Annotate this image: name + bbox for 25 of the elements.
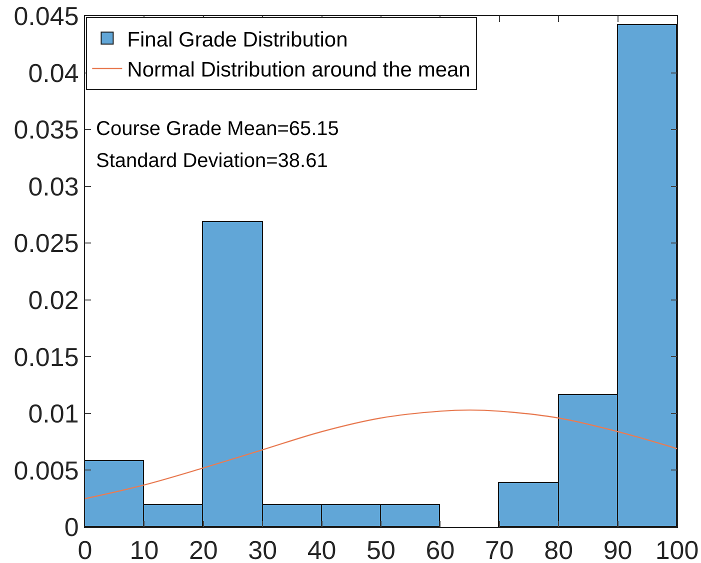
y-tick-label: 0.005 xyxy=(14,455,79,486)
annotation: Standard Deviation=38.61 xyxy=(96,150,328,172)
x-tick-label: 50 xyxy=(366,535,396,563)
x-tick-label: 60 xyxy=(426,535,455,563)
y-tick-label: 0.015 xyxy=(14,342,79,372)
x-tick-label: 70 xyxy=(484,535,514,563)
x-tick-label: 80 xyxy=(544,535,574,563)
y-tick-label: 0.02 xyxy=(28,284,79,315)
x-tick-label: 10 xyxy=(130,535,159,563)
y-tick-label: 0.025 xyxy=(14,228,79,258)
legend-label: Normal Distribution around the mean xyxy=(127,58,470,82)
y-tick-label: 0.04 xyxy=(28,58,79,88)
x-tick-label: 100 xyxy=(655,535,699,563)
y-tick-label: 0.01 xyxy=(28,398,79,429)
annotation: Course Grade Mean=65.15 xyxy=(96,118,339,140)
y-tick-label: 0.045 xyxy=(14,1,79,32)
y-tick-label: 0 xyxy=(64,512,79,542)
x-tick-label: 40 xyxy=(307,535,336,563)
x-tick-label: 30 xyxy=(248,535,278,563)
legend-label: Final Grade Distribution xyxy=(127,28,348,52)
y-tick-label: 0.035 xyxy=(14,114,79,145)
y-tick-label: 0.03 xyxy=(28,171,79,202)
x-tick-label: 90 xyxy=(603,535,632,563)
x-tick-label: 20 xyxy=(188,535,218,563)
line-series xyxy=(85,409,677,500)
